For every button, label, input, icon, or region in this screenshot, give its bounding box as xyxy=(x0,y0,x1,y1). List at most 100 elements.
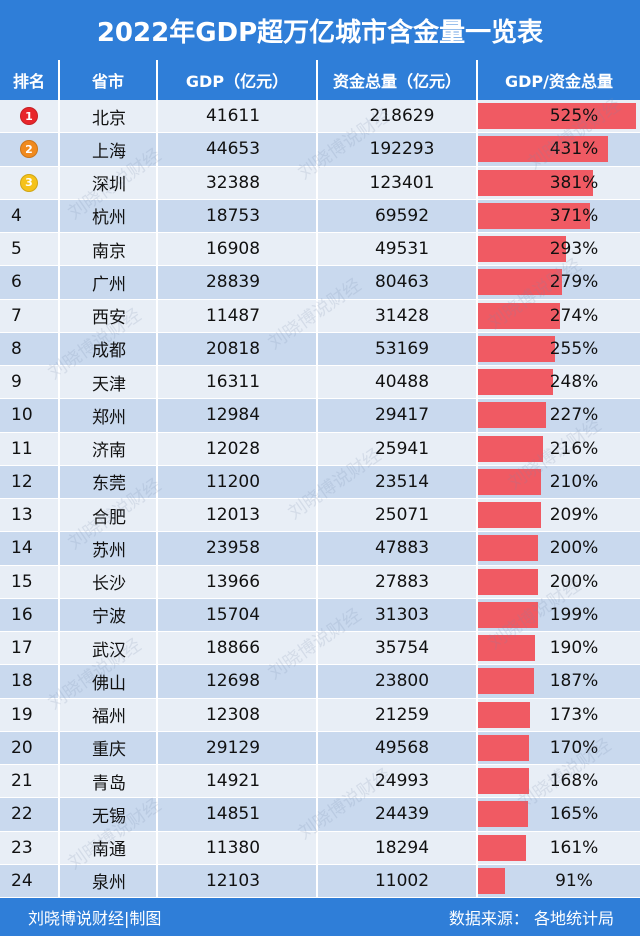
rank-number: 17 xyxy=(11,638,33,659)
header-gdp: GDP（亿元） xyxy=(158,60,318,100)
ratio-label: 199% xyxy=(549,604,599,625)
city-cell: 福州 xyxy=(60,698,158,731)
medal-yellow-icon: 3 xyxy=(20,173,38,192)
fund-cell: 69592 xyxy=(318,199,478,232)
fund-cell: 47883 xyxy=(318,532,478,565)
ratio-label: 431% xyxy=(549,139,599,160)
ratio-label: 170% xyxy=(549,737,599,758)
rank-cell: 7 xyxy=(0,299,60,332)
ratio-cell: 255% xyxy=(478,333,640,365)
fund-cell: 23514 xyxy=(318,465,478,498)
gdp-cell: 11487 xyxy=(158,299,318,332)
rank-number: 18 xyxy=(11,671,33,692)
rank-cell: 5 xyxy=(0,233,60,266)
rank-cell: 21 xyxy=(0,765,60,798)
ratio-cell: 161% xyxy=(478,832,640,864)
rank-cell: 6 xyxy=(0,266,60,299)
rank-cell: 13 xyxy=(0,499,60,532)
header-ratio: GDP/资金总量 xyxy=(505,72,613,91)
ratio-cell: 279% xyxy=(478,266,640,298)
ratio-label: 91% xyxy=(555,870,593,891)
rank-number: 4 xyxy=(11,205,22,226)
ratio-cell: 381% xyxy=(478,167,640,199)
gdp-cell: 18753 xyxy=(158,199,318,232)
medal-orange-icon: 2 xyxy=(20,140,38,159)
fund-cell: 18294 xyxy=(318,831,478,864)
ratio-label: 190% xyxy=(549,638,599,658)
city-cell: 佛山 xyxy=(60,665,158,698)
ratio-cell: 274% xyxy=(478,300,640,332)
rank-number: 14 xyxy=(11,538,33,559)
table-body: 1 北京 41611 218629 525% 2 上海 44653 192293 431% 3 深圳 3… xyxy=(0,100,640,898)
gdp-cell: 29129 xyxy=(158,731,318,764)
rank-number: 24 xyxy=(11,870,33,891)
fund-cell: 24439 xyxy=(318,798,478,831)
gdp-cell: 12103 xyxy=(158,864,318,897)
table-row: 10 郑州 12984 29417 227% xyxy=(0,399,640,433)
gdp-cell: 13966 xyxy=(158,565,318,598)
ratio-label: 210% xyxy=(549,471,599,492)
ratio-label: 200% xyxy=(549,571,599,592)
rank-number: 20 xyxy=(11,737,33,758)
rank-cell: 4 xyxy=(0,199,60,232)
gdp-cell: 12028 xyxy=(158,432,318,465)
ratio-label: 209% xyxy=(549,505,599,525)
rank-number: 21 xyxy=(11,771,33,792)
rank-cell: 15 xyxy=(0,565,60,598)
ratio-bar xyxy=(478,801,528,828)
gdp-cell: 12698 xyxy=(158,665,318,698)
rank-number: 9 xyxy=(11,372,22,393)
rank-cell: 11 xyxy=(0,432,60,465)
city-cell: 济南 xyxy=(60,432,158,465)
fund-cell: 40488 xyxy=(318,366,478,399)
rank-number: 10 xyxy=(11,405,33,426)
city-cell: 深圳 xyxy=(60,166,158,199)
city-cell: 郑州 xyxy=(60,399,158,432)
rank-number: 6 xyxy=(11,272,22,293)
table-row: 7 西安 11487 31428 274% xyxy=(0,299,640,333)
ratio-label: 200% xyxy=(549,538,599,559)
rank-cell: 2 xyxy=(0,133,60,166)
fund-cell: 192293 xyxy=(318,133,478,166)
table-row: 23 南通 11380 18294 161% xyxy=(0,831,640,865)
fund-cell: 53169 xyxy=(318,332,478,365)
ratio-cell: 190% xyxy=(478,632,640,664)
ratio-cell: 91% xyxy=(478,865,640,897)
ratio-cell: 431% xyxy=(478,133,640,165)
ratio-bar xyxy=(478,435,543,462)
rank-number: 23 xyxy=(11,837,33,858)
medal-red-icon: 1 xyxy=(20,107,38,126)
table-header: 排名 省市 GDP（亿元） 资金总量（亿元） GDP/资金总量 xyxy=(0,60,640,100)
ratio-cell: 199% xyxy=(478,599,640,631)
ratio-label: 161% xyxy=(549,837,599,858)
table-row: 8 成都 20818 53169 255% xyxy=(0,332,640,366)
table-row: 9 天津 16311 40488 248% xyxy=(0,366,640,400)
rank-cell: 16 xyxy=(0,598,60,631)
city-cell: 合肥 xyxy=(60,499,158,532)
city-cell: 青岛 xyxy=(60,765,158,798)
rank-number: 15 xyxy=(11,571,33,592)
ratio-label: 168% xyxy=(549,771,599,791)
footer-source: 数据来源： 各地统计局 xyxy=(448,909,614,928)
city-cell: 东莞 xyxy=(60,465,158,498)
gdp-cell: 16908 xyxy=(158,233,318,266)
ratio-bar xyxy=(478,169,593,196)
table-row: 2 上海 44653 192293 431% xyxy=(0,133,640,167)
ratio-label: 279% xyxy=(549,272,599,293)
fund-cell: 24993 xyxy=(318,765,478,798)
fund-cell: 25071 xyxy=(318,499,478,532)
ratio-label: 227% xyxy=(549,405,599,426)
rank-cell: 19 xyxy=(0,698,60,731)
ratio-cell: 168% xyxy=(478,765,640,797)
fund-cell: 218629 xyxy=(318,100,478,133)
ratio-bar xyxy=(478,768,529,794)
gdp-cell: 44653 xyxy=(158,133,318,166)
gdp-cell: 11380 xyxy=(158,831,318,864)
table-row: 13 合肥 12013 25071 209% xyxy=(0,499,640,533)
ratio-cell: 210% xyxy=(478,466,640,498)
ratio-cell: 216% xyxy=(478,433,640,465)
city-cell: 南通 xyxy=(60,831,158,864)
rank-number: 8 xyxy=(11,338,22,359)
gdp-cell: 18866 xyxy=(158,632,318,665)
